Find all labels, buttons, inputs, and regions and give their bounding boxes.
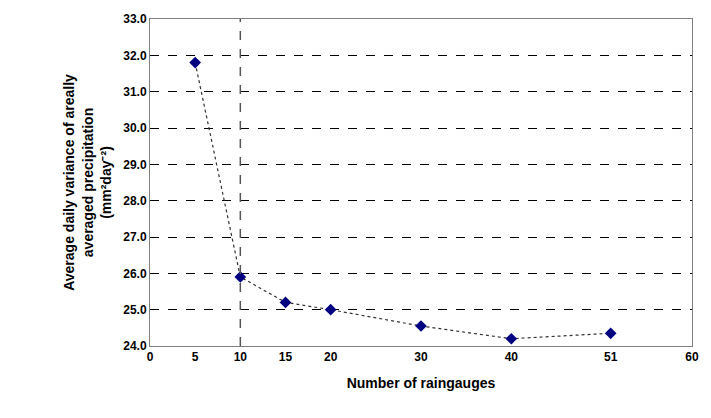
svg-text:26.0: 26.0 bbox=[123, 267, 147, 281]
svg-text:31.0: 31.0 bbox=[123, 85, 147, 99]
svg-text:25.0: 25.0 bbox=[123, 303, 147, 317]
svg-text:40: 40 bbox=[505, 350, 519, 364]
svg-text:60: 60 bbox=[685, 350, 699, 364]
svg-text:27.0: 27.0 bbox=[123, 230, 147, 244]
svg-text:30.0: 30.0 bbox=[123, 121, 147, 135]
svg-text:5: 5 bbox=[192, 350, 199, 364]
svg-text:51: 51 bbox=[604, 350, 618, 364]
svg-text:30: 30 bbox=[414, 350, 428, 364]
svg-text:15: 15 bbox=[279, 350, 293, 364]
svg-text:10: 10 bbox=[234, 350, 248, 364]
svg-text:24.0: 24.0 bbox=[123, 339, 147, 353]
svg-text:28.0: 28.0 bbox=[123, 194, 147, 208]
svg-text:33.0: 33.0 bbox=[123, 12, 147, 26]
svg-text:29.0: 29.0 bbox=[123, 158, 147, 172]
svg-text:Number of raingauges: Number of raingauges bbox=[347, 375, 496, 391]
svg-text:0: 0 bbox=[147, 350, 154, 364]
svg-text:20: 20 bbox=[324, 350, 338, 364]
svg-text:Average daily variance of area: Average daily variance of areallyaverage… bbox=[61, 74, 113, 291]
svg-text:32.0: 32.0 bbox=[123, 49, 147, 63]
